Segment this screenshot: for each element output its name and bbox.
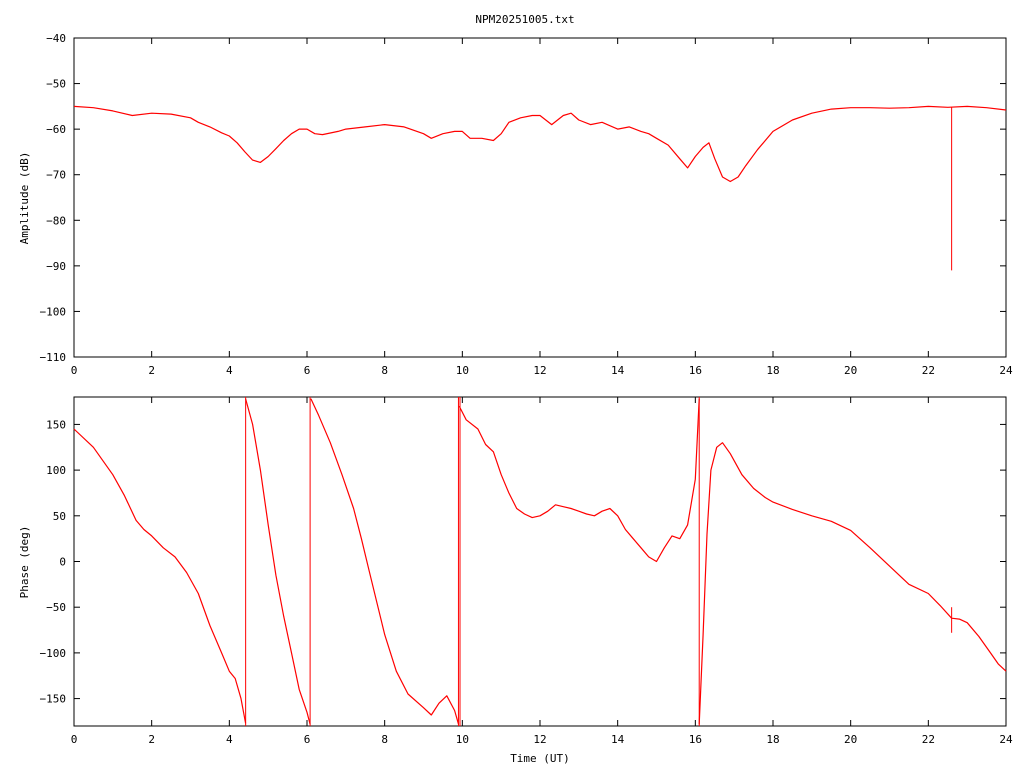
phase-y-tick-label: −100 [40, 647, 67, 660]
phase-series-line [310, 398, 460, 725]
amplitude-x-tick-label: 18 [766, 364, 779, 377]
phase-x-tick-label: 12 [533, 733, 546, 746]
phase-plot-frame [73, 396, 1007, 727]
phase-x-tick-label: 4 [226, 733, 233, 746]
phase-x-tick-label: 2 [148, 733, 155, 746]
phase-x-tick-label: 18 [766, 733, 779, 746]
phase-x-tick-label: 20 [844, 733, 857, 746]
amplitude-y-tick-label: −70 [46, 169, 66, 182]
amplitude-x-tick-label: 6 [304, 364, 311, 377]
phase-x-tick-label: 22 [922, 733, 935, 746]
amplitude-x-tick-label: 20 [844, 364, 857, 377]
phase-series-line [698, 442, 1007, 725]
phase-x-tick-label: 24 [999, 733, 1013, 746]
phase-x-tick-label: 6 [304, 733, 311, 746]
phase-y-tick-label: −50 [46, 601, 66, 614]
phase-series-line [245, 398, 311, 725]
amplitude-axis-ticks: 0 2 4 6 8 10 12 14 16 18 20 22 24−110−100−90−80−70−6… [40, 32, 1013, 377]
amplitude-y-tick-label: −60 [46, 123, 66, 136]
phase-axis-ticks: 0 2 4 6 8 10 12 14 16 18 20 22 24−150−100−5005010015… [40, 397, 1013, 746]
phase-x-tick-label: 0 [71, 733, 78, 746]
phase-y-tick-label: 0 [59, 556, 66, 569]
amplitude-x-tick-label: 12 [533, 364, 546, 377]
amplitude-y-axis-label: Amplitude (dB) [18, 152, 31, 245]
amplitude-x-tick-label: 2 [148, 364, 155, 377]
phase-series [73, 397, 1007, 726]
phase-y-tick-label: 50 [53, 510, 66, 523]
amplitude-x-tick-label: 0 [71, 364, 78, 377]
phase-y-axis-label: Phase (deg) [18, 526, 31, 599]
phase-x-tick-label: 10 [456, 733, 469, 746]
amplitude-x-tick-label: 14 [611, 364, 625, 377]
phase-y-tick-label: 100 [46, 464, 66, 477]
phase-y-tick-label: −150 [40, 693, 67, 706]
amplitude-x-tick-label: 24 [999, 364, 1013, 377]
amplitude-y-tick-label: −50 [46, 78, 66, 91]
amplitude-y-tick-label: −90 [46, 260, 66, 273]
amplitude-x-tick-label: 8 [381, 364, 388, 377]
amplitude-series [73, 105, 1007, 271]
phase-x-tick-label: 8 [381, 733, 388, 746]
amplitude-x-tick-label: 16 [689, 364, 702, 377]
phase-series-line [458, 398, 700, 563]
x-axis-label: Time (UT) [510, 752, 570, 765]
phase-x-tick-label: 14 [611, 733, 625, 746]
phase-y-tick-label: 150 [46, 418, 66, 431]
phase-x-tick-label: 16 [689, 733, 702, 746]
amplitude-y-tick-label: −110 [40, 351, 67, 364]
phase-panel: Phase (deg) Time (UT) 0 2 4 6 8 10 12 14 16 18 20 2… [18, 396, 1013, 765]
amplitude-plot-frame [73, 37, 1007, 358]
amplitude-series-line [73, 105, 1007, 183]
amplitude-y-tick-label: −80 [46, 214, 66, 227]
amplitude-x-tick-label: 22 [922, 364, 935, 377]
amplitude-y-tick-label: −40 [46, 32, 66, 45]
amplitude-x-tick-label: 10 [456, 364, 469, 377]
amplitude-x-tick-label: 4 [226, 364, 233, 377]
phase-series-line [73, 428, 247, 724]
amplitude-y-tick-label: −100 [40, 305, 67, 318]
chart-title: NPM20251005.txt [475, 13, 574, 26]
amplitude-panel: Amplitude (dB) 0 2 4 6 8 10 12 14 16 18 20 22 24−110… [18, 32, 1013, 377]
